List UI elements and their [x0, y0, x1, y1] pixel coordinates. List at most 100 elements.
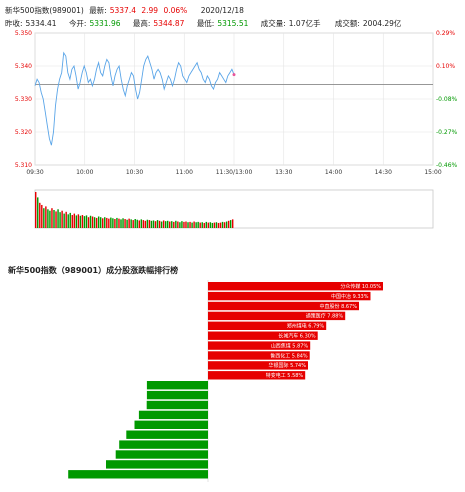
volume-bar — [201, 222, 203, 228]
volume-bar — [189, 221, 191, 228]
volume-bar — [146, 219, 149, 228]
volume-bar — [179, 222, 181, 228]
change-pct: 0.06% — [163, 6, 188, 15]
volume-bar — [185, 221, 187, 228]
y-tick-label-right: 0.10% — [436, 63, 455, 70]
volume-bar — [154, 221, 157, 228]
volume-bar — [112, 218, 114, 228]
loser-bar — [115, 450, 208, 459]
volume-bar — [215, 222, 218, 228]
x-tick-label: 09:30 — [26, 169, 43, 176]
loser-bar — [68, 470, 208, 479]
loser-bar-label: 华海药业 -5.30% — [210, 451, 250, 458]
volume-bar — [225, 221, 228, 228]
open-value: 5331.96 — [89, 19, 121, 28]
volume-bar — [195, 222, 197, 228]
volume-bar — [89, 215, 92, 228]
y-tick-label-left: 5.310 — [15, 162, 32, 169]
gainer-bar-label: 通策医疗 7.88% — [306, 313, 344, 320]
volume-bar — [231, 219, 234, 228]
gainer-bar-label: 特变电工 5.58% — [266, 372, 304, 379]
loser-bar — [126, 430, 208, 439]
volume-bar — [140, 219, 143, 228]
gainer-bar-label: 山西焦煤 5.87% — [271, 342, 309, 349]
volume-bar — [51, 208, 53, 228]
volume-bar — [183, 221, 185, 228]
x-tick-label: 10:30 — [126, 169, 143, 176]
latest-label: 最新: — [89, 6, 107, 15]
loser-bar — [119, 440, 208, 449]
volume-bar — [106, 217, 108, 228]
loser-bar — [138, 410, 208, 420]
price-series-line — [34, 51, 235, 146]
volume-bar — [209, 222, 212, 228]
volume-bar — [65, 211, 67, 228]
loser-bar-label: 银江股份 -5.10% — [210, 441, 250, 448]
volume-bar — [211, 222, 214, 228]
intraday-price-chart[interactable]: 5.350 0.29% 5.340 0.10% 5.330 -0.08% 5.320 -0.2… — [15, 30, 458, 176]
gainer-bar — [208, 351, 310, 360]
volume-label: 成交量: — [260, 19, 286, 28]
volume-bar — [219, 222, 222, 228]
volume-bar — [217, 222, 220, 228]
gainer-bar-label: 中直股份 8.67% — [320, 303, 358, 310]
volume-bar — [57, 209, 59, 228]
volume-bar — [116, 217, 118, 228]
volume-bar — [79, 215, 82, 228]
change-value: 2.99 — [141, 6, 159, 15]
volume-bar — [148, 220, 151, 228]
volume-value: 1.07亿手 — [288, 19, 321, 28]
loser-bar-label: 上海莱拉 -3.51% — [210, 392, 250, 399]
volume-bar — [138, 220, 140, 228]
volume-bar — [136, 219, 138, 228]
gainer-bar-label: 分众传媒 10.05% — [340, 283, 381, 290]
volume-bar — [99, 217, 102, 228]
volume-bar — [173, 221, 175, 228]
gainer-bar — [208, 331, 318, 340]
volume-bar — [73, 213, 76, 228]
prev-close-value: 5334.41 — [25, 19, 57, 28]
gainer-bar-label: 郑州煤电 6.79% — [287, 323, 325, 330]
volume-bar — [114, 219, 116, 228]
amount-value: 2004.29亿 — [362, 19, 402, 28]
ranking-chart-title: 新华500指数（989001）成分股涨跌幅排行榜 — [8, 266, 179, 275]
gainer-bar — [208, 311, 346, 321]
volume-bar — [83, 216, 86, 228]
x-tick-label: 11:00 — [176, 169, 193, 176]
loser-bar — [134, 420, 208, 429]
x-tick-label: 14:30 — [375, 169, 392, 176]
high-value: 5344.87 — [153, 19, 185, 28]
volume-bar — [122, 218, 124, 228]
volume-bar — [63, 213, 65, 228]
volume-bar — [53, 210, 55, 228]
volume-bar — [102, 218, 104, 228]
gainer-bar — [208, 321, 327, 330]
quote-header-row-2: 昨收: 5334.41 今开: 5331.96 最高: 5344.87 最低: 5315… — [5, 18, 404, 29]
volume-bar — [134, 219, 136, 228]
y-tick-label-left: 5.320 — [15, 129, 32, 136]
loser-bar-label: 浙江鼎力 -4.22% — [210, 422, 250, 429]
volume-bar — [142, 220, 145, 228]
prev-close-label: 昨收: — [5, 19, 23, 28]
gainer-bar — [208, 361, 308, 370]
loser-bar-label: 石基信息 -3.51% — [210, 382, 250, 389]
volume-bar — [45, 206, 47, 228]
volume-bar — [126, 219, 128, 228]
volume-bar — [120, 219, 122, 228]
volume-bar — [150, 220, 153, 228]
loser-bar-label: 国盛金控 -5.86% — [210, 461, 250, 468]
y-tick-label-right: -0.46% — [436, 162, 458, 169]
y-tick-label-left: 5.350 — [15, 30, 32, 37]
volume-bar — [77, 214, 80, 228]
gainer-bar — [208, 282, 383, 291]
last-price-marker — [232, 73, 236, 77]
loser-bar — [146, 381, 208, 390]
volume-bar — [59, 212, 61, 228]
gainer-bar — [208, 341, 311, 350]
volume-bar — [160, 221, 163, 228]
x-tick-label: 15:00 — [424, 169, 441, 176]
volume-bar — [81, 215, 84, 228]
volume-bar — [87, 217, 90, 228]
volume-bar — [124, 219, 126, 228]
